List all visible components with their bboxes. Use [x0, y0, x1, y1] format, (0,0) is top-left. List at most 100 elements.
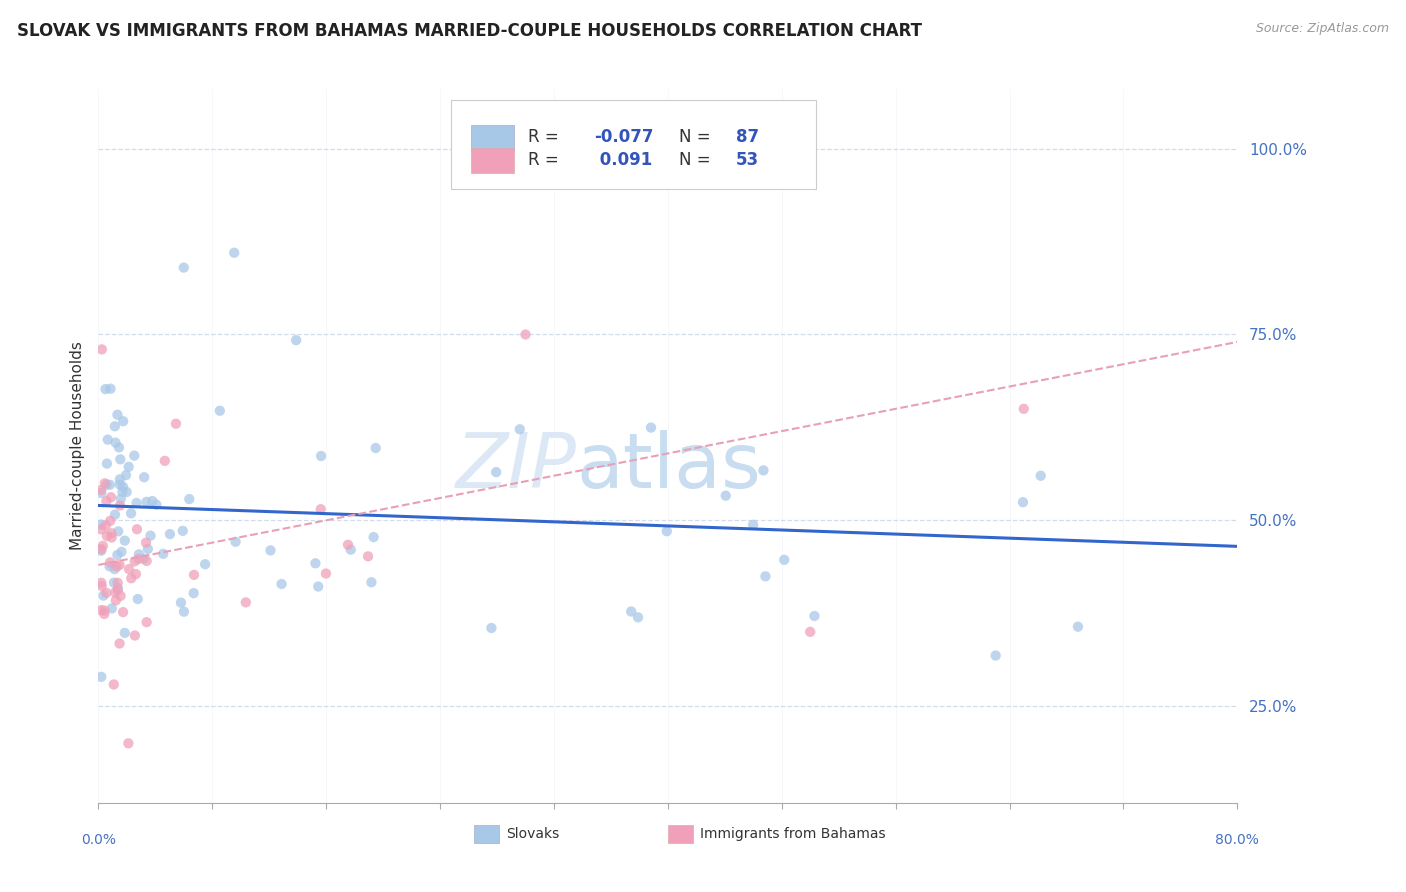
Point: [363, 530, 385, 544]
Point: [118, 562, 141, 576]
Text: 0.091: 0.091: [593, 152, 652, 169]
Text: R =: R =: [527, 128, 558, 146]
Text: atlas: atlas: [576, 431, 762, 504]
Point: [754, 569, 776, 583]
Point: [96, 586, 118, 600]
Point: [134, 470, 156, 484]
FancyBboxPatch shape: [451, 100, 815, 189]
Point: [90, 523, 112, 537]
Point: [90, 603, 112, 617]
Point: [124, 628, 146, 642]
Point: [104, 508, 127, 522]
Point: [90, 543, 112, 558]
Point: [110, 491, 132, 506]
Point: [100, 382, 122, 396]
Point: [135, 554, 157, 568]
Point: [360, 575, 382, 590]
Point: [107, 524, 129, 539]
Point: [90, 517, 112, 532]
Point: [172, 524, 194, 538]
Text: -0.077: -0.077: [593, 128, 654, 146]
Point: [114, 533, 136, 548]
Point: [173, 605, 195, 619]
Bar: [668, 825, 693, 843]
Text: 87: 87: [737, 128, 759, 146]
Y-axis label: Married-couple Households: Married-couple Households: [69, 342, 84, 550]
Point: [104, 585, 127, 599]
Point: [115, 468, 138, 483]
Text: Source: ZipAtlas.com: Source: ZipAtlas.com: [1256, 22, 1389, 36]
Point: [98, 477, 121, 491]
Point: [125, 567, 148, 582]
Point: [100, 490, 122, 504]
Point: [179, 492, 201, 507]
Point: [94, 476, 117, 491]
Point: [1012, 401, 1035, 416]
Point: [183, 567, 205, 582]
Text: Immigrants from Bahamas: Immigrants from Bahamas: [700, 827, 886, 841]
Point: [90, 579, 112, 593]
Point: [104, 593, 127, 607]
Point: [108, 472, 131, 486]
Point: [90, 542, 112, 557]
Point: [98, 514, 121, 528]
Point: [90, 575, 112, 590]
Point: [112, 414, 135, 428]
Point: [107, 408, 129, 422]
Point: [165, 417, 187, 431]
Point: [98, 555, 121, 569]
Point: [101, 601, 124, 615]
Point: [93, 604, 115, 618]
Point: [159, 527, 181, 541]
Point: [93, 589, 115, 603]
Point: [224, 245, 246, 260]
Point: [128, 547, 150, 561]
Point: [170, 596, 193, 610]
Point: [515, 327, 537, 342]
Point: [132, 552, 155, 566]
Point: [1029, 468, 1052, 483]
Point: [110, 452, 132, 467]
Text: N =: N =: [679, 152, 711, 169]
Text: 80.0%: 80.0%: [1215, 833, 1260, 847]
Point: [118, 459, 141, 474]
Point: [984, 648, 1007, 663]
Point: [114, 626, 136, 640]
Point: [309, 449, 332, 463]
Point: [124, 554, 146, 568]
Point: [620, 605, 643, 619]
Point: [96, 477, 118, 491]
Point: [270, 577, 292, 591]
Point: [183, 586, 205, 600]
Point: [103, 677, 125, 691]
Point: [108, 636, 131, 650]
Point: [773, 553, 796, 567]
Point: [194, 558, 217, 572]
Point: [135, 495, 157, 509]
Point: [107, 583, 129, 598]
Point: [90, 670, 112, 684]
Point: [136, 541, 159, 556]
Point: [107, 575, 129, 590]
Point: [364, 441, 387, 455]
Point: [128, 552, 150, 566]
Point: [96, 457, 118, 471]
Point: [111, 484, 134, 499]
Point: [90, 343, 112, 357]
Point: [337, 538, 360, 552]
Point: [307, 580, 329, 594]
Text: SLOVAK VS IMMIGRANTS FROM BAHAMAS MARRIED-COUPLE HOUSEHOLDS CORRELATION CHART: SLOVAK VS IMMIGRANTS FROM BAHAMAS MARRIE…: [17, 22, 922, 40]
Point: [799, 624, 821, 639]
Point: [90, 486, 112, 500]
Point: [509, 422, 531, 436]
Point: [1012, 495, 1035, 509]
Point: [153, 454, 176, 468]
Point: [479, 621, 502, 635]
Point: [627, 610, 650, 624]
Point: [122, 449, 145, 463]
Point: [104, 562, 127, 576]
Point: [96, 529, 118, 543]
Text: N =: N =: [679, 128, 711, 146]
Point: [125, 522, 148, 536]
Point: [97, 433, 120, 447]
